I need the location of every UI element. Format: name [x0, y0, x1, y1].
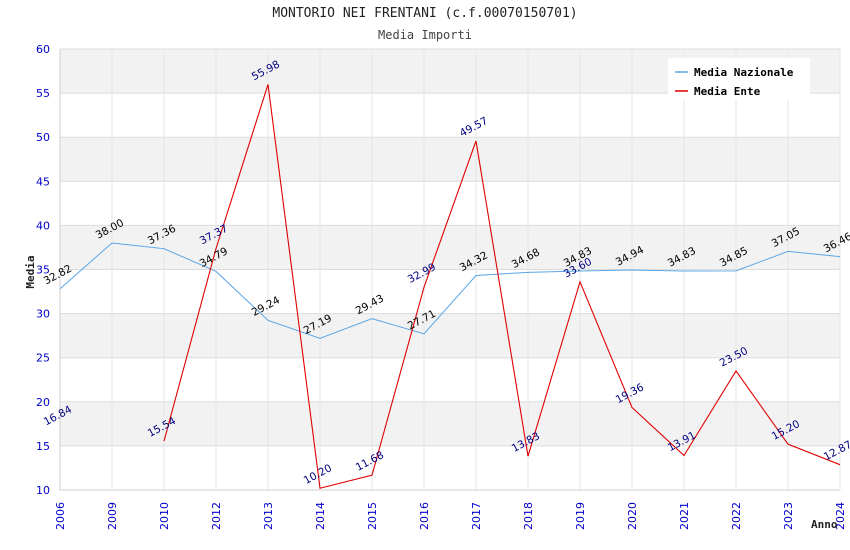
- series-lines: [59, 84, 841, 489]
- legend-box: [668, 58, 810, 100]
- plot-band: [60, 225, 840, 270]
- x-tick-label: 2022: [730, 502, 743, 530]
- series-line-media-ente: [163, 84, 841, 489]
- y-tick-label: 10: [36, 484, 50, 497]
- plot-band: [60, 357, 840, 402]
- x-tick-label: 2009: [106, 502, 119, 530]
- x-axis-ticks: 2006 2009 2010 2012 2013 2014 2015 2016 2017 2018…: [54, 502, 847, 530]
- plot-band: [60, 269, 840, 314]
- y-tick-label: 45: [36, 175, 50, 188]
- y-tick-label: 60: [36, 43, 50, 56]
- plot-band: [60, 401, 840, 446]
- gridlines: [59, 48, 841, 491]
- legend-label-media-ente: Media Ente: [694, 85, 761, 98]
- plot-band: [60, 181, 840, 226]
- plot-band: [60, 137, 840, 182]
- series-line-media-nazionale: [59, 242, 841, 339]
- x-axis-title: Anno: [811, 518, 838, 531]
- y-tick-label: 20: [36, 396, 50, 409]
- legend-label-media-nazionale: Media Nazionale: [694, 66, 794, 79]
- x-tick-label: 2006: [54, 502, 67, 530]
- y-tick-label: 15: [36, 440, 50, 453]
- x-tick-label: 2015: [366, 502, 379, 530]
- x-tick-label: 2023: [782, 502, 795, 530]
- x-tick-label: 2020: [626, 502, 639, 530]
- x-tick-label: 2013: [262, 502, 275, 530]
- chart-title: MONTORIO NEI FRENTANI (c.f.00070150701): [272, 6, 578, 21]
- chart-subtitle: Media Importi: [378, 28, 472, 42]
- y-axis-ticks: 10 15 20 25 30 35 40 45 50 55 60: [36, 43, 50, 497]
- plot-band: [60, 445, 840, 490]
- legend: Media Nazionale Media Ente: [668, 58, 810, 100]
- x-tick-label: 2016: [418, 502, 431, 530]
- x-tick-label: 2014: [314, 502, 327, 530]
- x-tick-label: 2010: [158, 502, 171, 530]
- y-tick-label: 50: [36, 131, 50, 144]
- x-tick-label: 2018: [522, 502, 535, 530]
- plot-band: [60, 93, 840, 138]
- x-tick-label: 2017: [470, 502, 483, 530]
- x-tick-label: 2024: [834, 502, 847, 530]
- y-tick-label: 55: [36, 87, 50, 100]
- y-tick-label: 35: [36, 264, 50, 277]
- x-tick-label: 2012: [210, 502, 223, 530]
- x-tick-label: 2019: [574, 502, 587, 530]
- y-tick-label: 25: [36, 352, 50, 365]
- y-axis-title: Media: [24, 255, 37, 288]
- y-tick-label: 30: [36, 308, 50, 321]
- plot-background: [60, 49, 840, 490]
- y-tick-label: 40: [36, 219, 50, 232]
- x-tick-label: 2021: [678, 502, 691, 530]
- plot-band: [60, 313, 840, 358]
